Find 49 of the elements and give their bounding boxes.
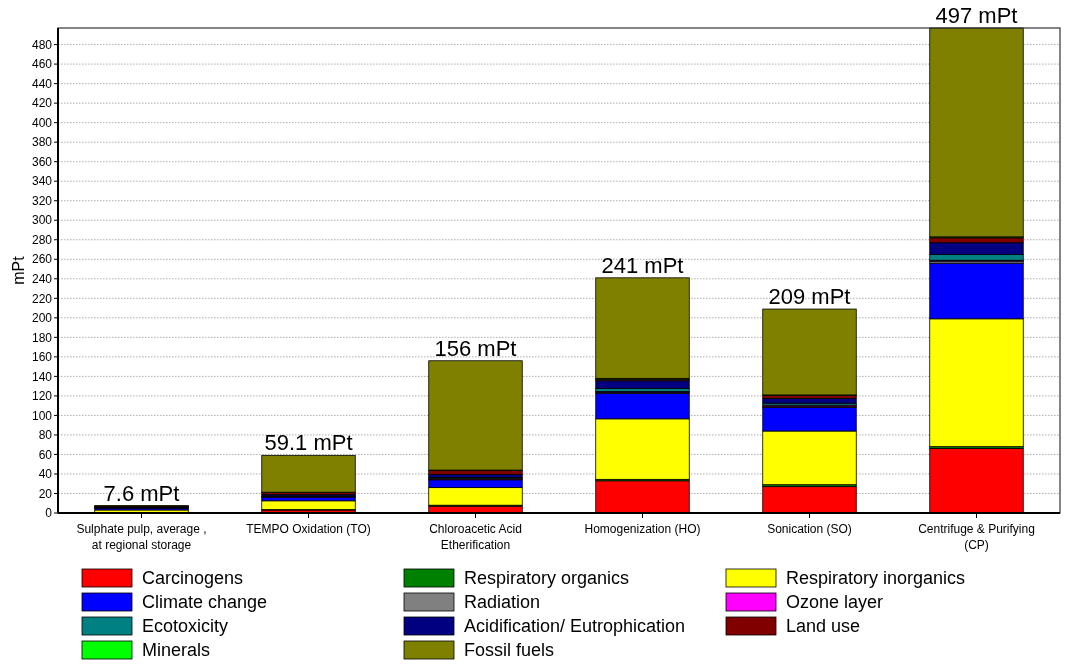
y-tick-label: 340: [31, 174, 53, 189]
y-tick-label: 20: [38, 486, 53, 501]
y-tick-label: 360: [31, 154, 53, 169]
y-tick-label: 300: [31, 213, 53, 228]
x-tick-label: TEMPO Oxidation (TO): [246, 522, 371, 536]
y-tick-label: 100: [31, 408, 53, 423]
y-tick-label: 220: [31, 291, 53, 306]
y-tick-label: 80: [38, 428, 53, 443]
legend-label: Climate change: [142, 592, 268, 613]
x-tick-label: Sonication (SO): [767, 522, 852, 536]
legend-label: Radiation: [464, 592, 541, 613]
legend-label: Minerals: [142, 640, 211, 661]
legend-label: Ozone layer: [786, 592, 884, 613]
legend-label: Respiratory inorganics: [786, 568, 966, 589]
legend-label: Ecotoxicity: [142, 616, 229, 637]
y-tick-label: 320: [31, 193, 53, 208]
x-tick-label: Sulphate pulp, average , at regional storage: [76, 522, 207, 552]
y-tick-label: 480: [31, 37, 53, 52]
total-label: 7.6 mPt: [103, 480, 180, 506]
y-tick-label: 260: [31, 252, 53, 267]
y-tick-label: 280: [31, 232, 53, 247]
y-tick-label: 140: [31, 369, 53, 384]
y-tick-label: 400: [31, 115, 53, 130]
total-label: 209 mPt: [768, 284, 851, 310]
legend-label: Land use: [786, 616, 861, 637]
total-label: 497 mPt: [935, 3, 1018, 28]
y-tick-label: 460: [31, 57, 53, 72]
legend-label: Fossil fuels: [464, 640, 555, 661]
y-tick-label: 40: [38, 467, 53, 482]
y-tick-label: 380: [31, 135, 53, 150]
total-label: 59.1 mPt: [264, 430, 353, 456]
y-tick-label: 180: [31, 330, 53, 345]
y-tick-label: 160: [31, 350, 53, 365]
y-tick-label: 440: [31, 76, 53, 91]
y-tick-label: 120: [31, 389, 53, 404]
y-tick-label: 240: [31, 271, 53, 286]
y-tick-label: 200: [31, 311, 53, 326]
total-label: 156 mPt: [434, 335, 517, 361]
x-tick-label: Centrifuge & Purifying (CP): [918, 522, 1035, 552]
total-label: 241 mPt: [601, 252, 684, 278]
legend-label: Acidification/ Eutrophication: [464, 616, 686, 637]
x-tick-label: Chloroacetic Acid Etherification: [429, 522, 522, 552]
y-tick-label: 60: [38, 447, 53, 462]
y-tick-label: 0: [45, 506, 53, 521]
y-tick-label: 420: [31, 96, 53, 111]
y-axis-title: mPt: [10, 255, 27, 285]
legend-label: Carcinogens: [142, 568, 244, 589]
legend-label: Respiratory organics: [464, 568, 630, 589]
x-tick-label: Homogenization (HO): [584, 522, 701, 536]
